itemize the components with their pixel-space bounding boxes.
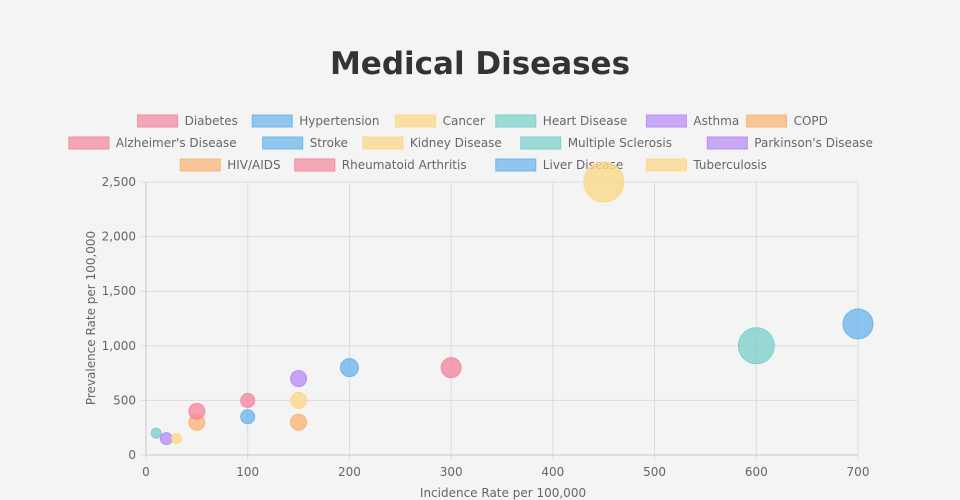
x-tick-label: 500 xyxy=(643,465,666,479)
legend-swatch xyxy=(645,114,687,128)
legend-label: Heart Disease xyxy=(543,114,627,128)
bubble-point[interactable] xyxy=(583,161,625,203)
legend-label: Cancer xyxy=(443,114,485,128)
legend-swatch xyxy=(495,158,537,172)
legend-swatch xyxy=(746,114,788,128)
legend-label: HIV/AIDS xyxy=(227,158,280,172)
legend-swatch xyxy=(362,136,404,150)
legend-swatch xyxy=(520,136,562,150)
legend-item[interactable]: Rheumatoid Arthritis xyxy=(294,158,467,172)
x-axis-title: Incidence Rate per 100,000 xyxy=(420,486,586,500)
x-tick-label: 200 xyxy=(338,465,361,479)
bubble-point[interactable] xyxy=(737,327,775,365)
legend-item[interactable]: Alzheimer's Disease xyxy=(68,136,237,150)
bubble-point[interactable] xyxy=(188,402,206,420)
legend-item[interactable]: Parkinson's Disease xyxy=(706,136,873,150)
legend-label: Parkinson's Disease xyxy=(754,136,873,150)
bubble-point[interactable] xyxy=(171,433,183,445)
legend-swatch xyxy=(262,136,304,150)
y-tick-label: 0 xyxy=(128,448,136,462)
bubble-point[interactable] xyxy=(240,409,256,425)
legend-swatch xyxy=(706,136,748,150)
legend-swatch xyxy=(251,114,293,128)
legend-label: Alzheimer's Disease xyxy=(116,136,237,150)
legend-swatch xyxy=(179,158,221,172)
legend-swatch xyxy=(68,136,110,150)
legend-swatch xyxy=(645,158,687,172)
legend-label: Asthma xyxy=(693,114,739,128)
legend-label: Tuberculosis xyxy=(692,158,767,172)
legend-item[interactable]: Stroke xyxy=(262,136,348,150)
legend-item[interactable]: Kidney Disease xyxy=(362,136,502,150)
legend-label: Multiple Sclerosis xyxy=(568,136,672,150)
legend-swatch xyxy=(294,158,336,172)
x-tick-label: 600 xyxy=(745,465,768,479)
legend-item[interactable]: Cancer xyxy=(395,114,485,128)
legend-label: Rheumatoid Arthritis xyxy=(342,158,467,172)
legend-label: COPD xyxy=(794,114,828,128)
legend-item[interactable]: Heart Disease xyxy=(495,114,627,128)
bubble-point[interactable] xyxy=(842,308,874,340)
x-tick-label: 100 xyxy=(236,465,259,479)
y-tick-label: 1,500 xyxy=(102,284,136,298)
legend-item[interactable]: COPD xyxy=(746,114,828,128)
x-tick-label: 400 xyxy=(541,465,564,479)
legend-item[interactable]: Asthma xyxy=(645,114,739,128)
bubble-point[interactable] xyxy=(290,413,308,431)
y-tick-label: 2,000 xyxy=(102,230,136,244)
legend-swatch xyxy=(137,114,179,128)
y-tick-label: 1,000 xyxy=(102,339,136,353)
bubble-point[interactable] xyxy=(240,392,256,408)
legend-item[interactable]: Multiple Sclerosis xyxy=(520,136,672,150)
y-axis-title: Prevalence Rate per 100,000 xyxy=(84,231,98,405)
legend-item[interactable]: Tuberculosis xyxy=(645,158,767,172)
y-tick-label: 500 xyxy=(113,393,136,407)
y-tick-label: 2,500 xyxy=(102,175,136,189)
bubble-point[interactable] xyxy=(150,427,162,439)
x-tick-label: 0 xyxy=(142,465,150,479)
legend-label: Diabetes xyxy=(185,114,238,128)
bubble-point[interactable] xyxy=(339,358,359,378)
legend: Diabetes Hypertension Cancer Heart Disease A… xyxy=(68,114,873,172)
bubble-point[interactable] xyxy=(290,370,308,388)
legend-label: Stroke xyxy=(310,136,348,150)
x-tick-label: 300 xyxy=(440,465,463,479)
chart-title: Medical Diseases xyxy=(330,46,630,82)
axes: 0 100 200 300 400 500 600 700 0 500 1,000 1,500 2,00… xyxy=(102,175,870,479)
legend-swatch xyxy=(395,114,437,128)
legend-item[interactable]: Diabetes xyxy=(137,114,238,128)
legend-item[interactable]: HIV/AIDS xyxy=(179,158,281,172)
x-tick-label: 700 xyxy=(847,465,870,479)
legend-label: Hypertension xyxy=(299,114,379,128)
bubble-point[interactable] xyxy=(159,432,173,446)
bubbles xyxy=(150,161,874,446)
bubble-point[interactable] xyxy=(440,357,462,379)
legend-item[interactable]: Hypertension xyxy=(251,114,379,128)
legend-label: Kidney Disease xyxy=(410,136,502,150)
bubble-point[interactable] xyxy=(290,391,308,409)
legend-swatch xyxy=(495,114,537,128)
